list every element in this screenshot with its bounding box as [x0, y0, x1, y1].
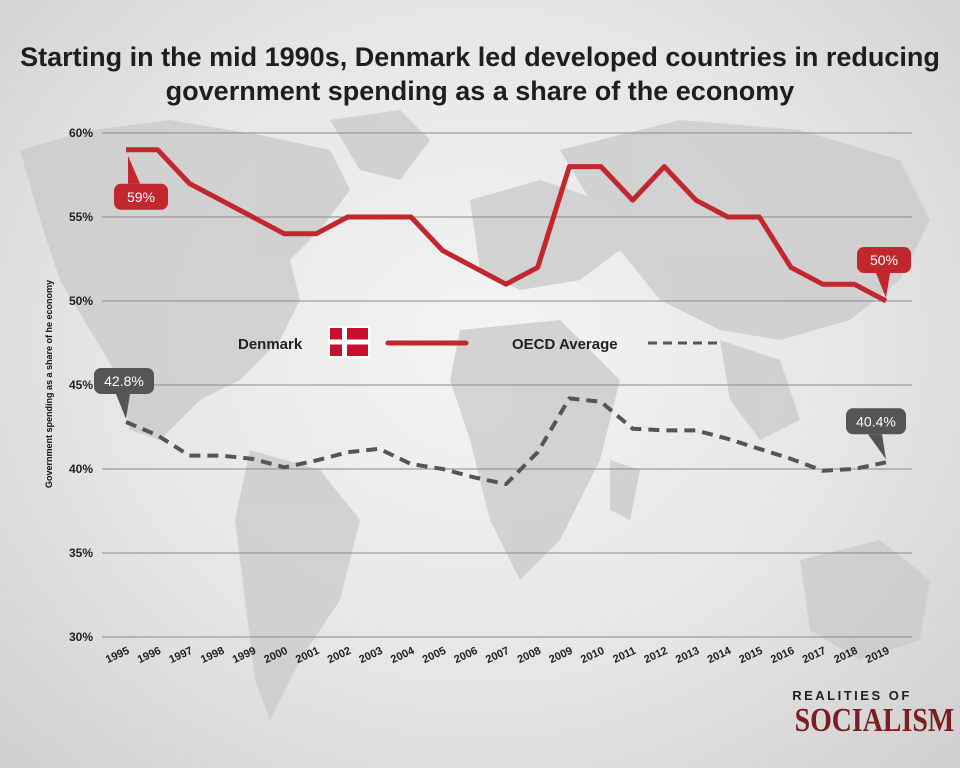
- chart-title: Starting in the mid 1990s, Denmark led d…: [20, 42, 940, 106]
- callout-label: 59%: [114, 155, 168, 210]
- callout-label: 42.8%: [94, 367, 154, 419]
- x-tick-label: 2015: [737, 645, 764, 666]
- x-tick-label: 2011: [611, 645, 638, 666]
- legend-label-oecd: OECD Average: [512, 336, 618, 353]
- x-tick-label: 2007: [484, 645, 511, 666]
- y-tick-label: 55%: [69, 210, 93, 224]
- denmark-flag-icon: [328, 326, 370, 358]
- x-tick-label: 2005: [421, 645, 448, 666]
- gridlines: [102, 132, 912, 638]
- series-line-denmark: [126, 147, 888, 304]
- x-tick-label: 2017: [801, 645, 828, 666]
- logo-wordmark: SOCIALISM: [794, 702, 955, 739]
- y-tick-label: 40%: [69, 462, 93, 476]
- x-tick-label: 1995: [104, 645, 131, 666]
- callout-label: 40.4%: [846, 408, 906, 460]
- x-tick-label: 1997: [167, 645, 194, 666]
- x-tick-label: 2014: [706, 644, 734, 666]
- callout-text: 42.8%: [104, 373, 144, 389]
- callout-text: 50%: [870, 252, 898, 268]
- y-tick-label: 60%: [69, 126, 93, 140]
- legend: Denmark OECD Average: [238, 326, 722, 358]
- callout-label: 50%: [857, 247, 911, 298]
- x-tick-label: 2013: [674, 645, 701, 666]
- y-tick-label: 35%: [69, 546, 93, 560]
- series-line-oecd: [125, 396, 887, 487]
- x-tick-label: 2016: [769, 645, 796, 666]
- x-tick-label: 1998: [199, 645, 226, 666]
- x-tick-label: 2003: [357, 645, 384, 666]
- y-axis-ticks: 30% 35% 40% 45% 50% 55% 60%: [69, 126, 93, 644]
- y-axis-title: Government spending as a share of he eco…: [44, 280, 54, 488]
- y-tick-label: 30%: [69, 630, 93, 644]
- x-tick-label: 2004: [389, 644, 417, 666]
- x-tick-label: 2018: [832, 645, 859, 666]
- callout-text: 40.4%: [856, 413, 896, 429]
- x-tick-label: 2000: [262, 645, 289, 666]
- x-tick-label: 2009: [547, 645, 574, 666]
- callout-text: 59%: [127, 189, 155, 205]
- x-tick-label: 2008: [516, 645, 543, 666]
- callouts: 59% 50% 42.8% 40.4%: [94, 155, 911, 460]
- series-layer: [125, 147, 888, 487]
- x-tick-label: 2002: [326, 645, 353, 666]
- legend-label-denmark: Denmark: [238, 336, 303, 353]
- logo-tagline: REALITIES OF: [792, 688, 912, 703]
- x-tick-label: 2010: [579, 645, 606, 666]
- y-tick-label: 45%: [69, 378, 93, 392]
- x-tick-label: 2019: [864, 645, 891, 666]
- x-axis-ticks: 1995 1996 1997 1998 1999 2000 2001 2002 2003 2004…: [104, 644, 891, 666]
- x-tick-label: 2006: [452, 645, 479, 666]
- brand-logo: REALITIES OF SOCIALISM: [782, 688, 955, 739]
- x-tick-label: 2012: [642, 645, 669, 666]
- x-tick-label: 2001: [294, 645, 321, 666]
- x-tick-label: 1996: [136, 645, 163, 666]
- y-tick-label: 50%: [69, 294, 93, 308]
- x-tick-label: 1999: [231, 645, 258, 666]
